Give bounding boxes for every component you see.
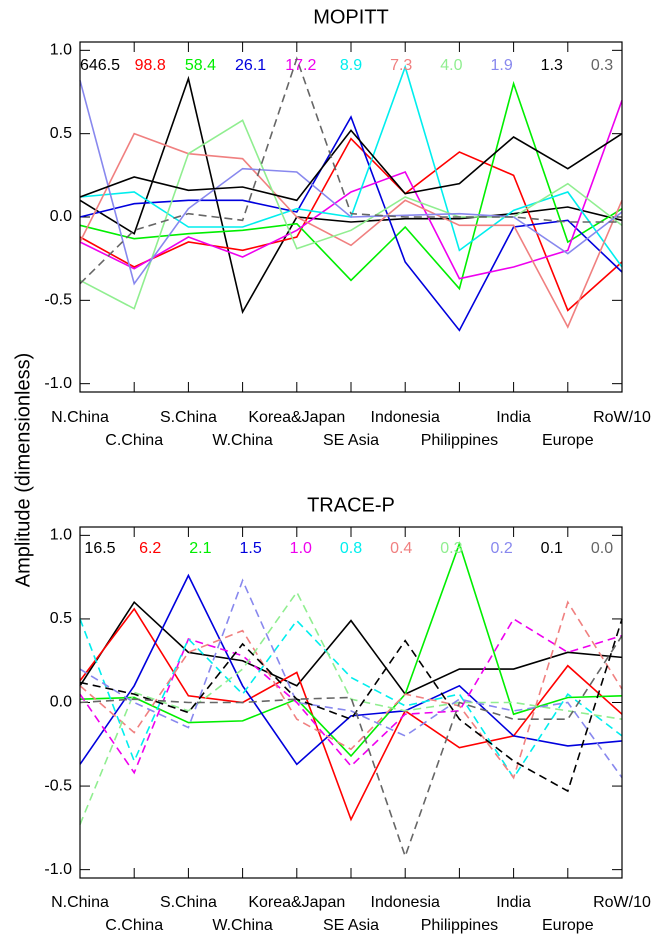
legend-label: 0.0	[591, 540, 613, 557]
series-line	[79, 100, 623, 280]
legend-label: 0.2	[490, 540, 512, 557]
series-line	[79, 80, 623, 291]
plot-frame	[79, 526, 623, 879]
x-tick-label: Europe	[542, 432, 594, 449]
legend-label: 1.0	[290, 540, 312, 557]
y-tick-label: -1.0	[44, 375, 72, 392]
legend-label: 646.5	[80, 57, 120, 74]
y-axis-label: Amplitude (dimensionless)	[12, 353, 34, 588]
legend-label: 2.1	[189, 540, 211, 557]
y-tick-label: 1.0	[50, 42, 72, 59]
series-line	[79, 115, 623, 332]
x-tick-label: Europe	[542, 917, 594, 934]
x-tick-label: India	[496, 894, 531, 911]
legend-label: 0.1	[541, 540, 563, 557]
legend-label: 16.5	[84, 540, 115, 557]
legend-label: 4.0	[440, 57, 462, 74]
x-tick-label: Indonesia	[371, 409, 440, 426]
x-tick-label: Korea&Japan	[248, 409, 345, 426]
series-line	[79, 119, 623, 310]
x-tick-label: Philippines	[421, 432, 498, 449]
x-tick-label: C.China	[105, 432, 163, 449]
x-tick-label: W.China	[212, 917, 273, 934]
x-tick-label: S.China	[160, 894, 217, 911]
legend-label: 0.8	[340, 540, 362, 557]
x-tick-label: C.China	[105, 917, 163, 934]
series-line	[79, 607, 623, 822]
y-tick-label: 0.5	[50, 610, 72, 627]
x-tick-label: N.China	[51, 409, 109, 426]
series-line	[79, 600, 623, 696]
plot-frame	[79, 41, 623, 393]
x-tick-label: SE Asia	[323, 917, 379, 934]
y-tick-label: 0.5	[50, 125, 72, 142]
legend-label: 7.3	[390, 57, 412, 74]
chart-title: MOPITT	[313, 6, 389, 28]
x-tick-label: RoW/10	[593, 409, 651, 426]
series-line	[79, 137, 623, 312]
y-tick-label: 0.0	[50, 208, 72, 225]
legend-label: 8.9	[340, 57, 362, 74]
legend-label: 58.4	[185, 57, 216, 74]
y-tick-label: 0.0	[50, 694, 72, 711]
series-line	[79, 600, 623, 780]
series-line	[79, 578, 623, 779]
series-line	[79, 573, 623, 766]
series-line	[79, 132, 623, 329]
series-line	[79, 541, 623, 758]
legend-label: 1.9	[490, 57, 512, 74]
series-line	[79, 56, 622, 285]
legend-label: 0.3	[440, 540, 462, 557]
y-tick-label: -1.0	[44, 861, 72, 878]
series-line	[79, 64, 623, 268]
legend-label: 0.3	[591, 57, 613, 74]
legend-label: 1.5	[239, 540, 261, 557]
series-line	[79, 618, 623, 793]
legend-label: 98.8	[135, 57, 166, 74]
series-line	[79, 129, 623, 202]
series-line	[79, 80, 623, 286]
legend-label: 0.4	[390, 540, 412, 557]
y-tick-label: -0.5	[44, 777, 72, 794]
series-line	[79, 75, 623, 315]
legend-label: 26.1	[235, 57, 266, 74]
legend-label: 6.2	[139, 540, 161, 557]
series-line	[79, 617, 623, 775]
x-tick-label: Korea&Japan	[248, 894, 345, 911]
series-line	[79, 635, 623, 859]
x-tick-label: RoW/10	[593, 894, 651, 911]
y-tick-label: 1.0	[50, 527, 72, 544]
x-tick-label: S.China	[160, 409, 217, 426]
x-tick-label: N.China	[51, 894, 109, 911]
x-tick-label: W.China	[212, 432, 273, 449]
x-tick-label: Philippines	[421, 917, 498, 934]
chart-title: TRACE-P	[307, 494, 395, 516]
y-tick-label: -0.5	[44, 292, 72, 309]
x-tick-label: India	[496, 409, 531, 426]
legend-label: 1.3	[541, 57, 563, 74]
x-tick-label: Indonesia	[371, 894, 440, 911]
x-tick-label: SE Asia	[323, 432, 379, 449]
series-line	[79, 590, 623, 825]
